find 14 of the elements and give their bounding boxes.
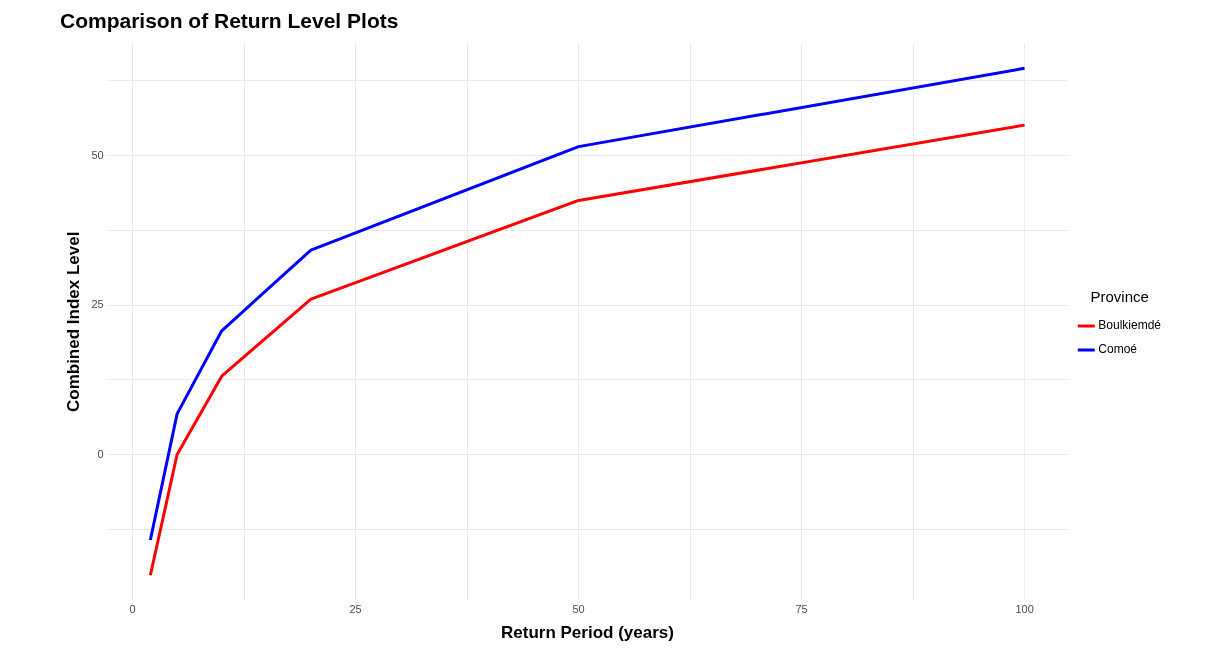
chart-title: Comparison of Return Level Plots (60, 9, 399, 33)
x-tick-label: 50 (572, 603, 585, 616)
x-tick-label: 25 (349, 603, 362, 616)
x-axis-title: Return Period (years) (501, 623, 674, 643)
y-axis-title: Combined Index Level (63, 231, 83, 413)
y-tick-label: 25 (91, 298, 104, 311)
x-tick-label: 75 (795, 603, 808, 616)
legend-label: Boulkiemdé (1098, 318, 1162, 333)
legend-label: Comoé (1098, 342, 1138, 357)
legend-title: Province (1090, 287, 1149, 305)
y-tick-label: 50 (91, 148, 104, 161)
x-tick-label: 0 (129, 603, 136, 616)
y-tick-label: 0 (97, 447, 104, 460)
x-tick-label: 100 (1015, 603, 1034, 616)
